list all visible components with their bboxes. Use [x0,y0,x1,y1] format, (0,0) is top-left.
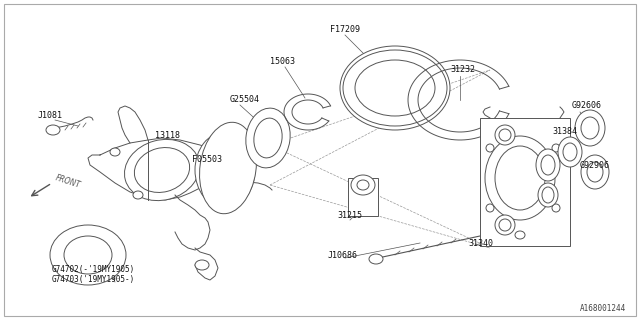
Ellipse shape [542,187,554,203]
Ellipse shape [486,204,494,212]
Ellipse shape [558,137,582,167]
Bar [348,178,378,216]
Text: G74703('19MY1905-): G74703('19MY1905-) [52,275,135,284]
Ellipse shape [485,136,555,220]
Ellipse shape [351,55,439,121]
Ellipse shape [486,144,494,152]
Text: J1081: J1081 [38,111,63,120]
Ellipse shape [515,231,525,239]
Ellipse shape [46,125,60,135]
Text: 31384: 31384 [552,127,577,136]
Text: G92606: G92606 [572,101,602,110]
Ellipse shape [495,125,515,145]
Text: J10686: J10686 [328,251,358,260]
Ellipse shape [499,219,511,231]
Ellipse shape [581,155,609,189]
Ellipse shape [541,155,555,175]
Ellipse shape [587,162,603,182]
Ellipse shape [50,225,126,285]
Ellipse shape [499,129,511,141]
Text: 15063: 15063 [270,57,295,66]
Text: 31215: 31215 [337,211,362,220]
Ellipse shape [209,132,246,204]
Ellipse shape [357,180,369,190]
Ellipse shape [536,149,560,181]
Text: G92906: G92906 [580,161,610,170]
Text: 13118: 13118 [155,131,180,140]
Ellipse shape [205,144,245,196]
Ellipse shape [246,108,290,168]
Ellipse shape [195,132,255,208]
Text: 31232: 31232 [450,65,475,74]
Ellipse shape [575,110,605,146]
Ellipse shape [552,204,560,212]
Text: G25504: G25504 [230,95,260,104]
Ellipse shape [125,140,200,201]
Ellipse shape [343,50,447,126]
Ellipse shape [581,117,599,139]
Ellipse shape [134,148,189,192]
Text: A168001244: A168001244 [580,304,627,313]
Ellipse shape [552,144,560,152]
Ellipse shape [200,122,257,214]
Text: F17209: F17209 [330,25,360,34]
Ellipse shape [563,143,577,161]
Ellipse shape [195,260,209,270]
Text: F05503: F05503 [192,155,222,164]
Ellipse shape [340,46,450,130]
Ellipse shape [110,148,120,156]
Ellipse shape [355,60,435,116]
Bar [480,118,570,246]
Ellipse shape [133,191,143,199]
Ellipse shape [254,118,282,158]
Text: FRONT: FRONT [54,173,81,190]
Ellipse shape [495,215,515,235]
Text: G74702(-'19MY1905): G74702(-'19MY1905) [52,265,135,274]
Ellipse shape [369,254,383,264]
Ellipse shape [538,183,558,207]
Ellipse shape [64,236,112,274]
Ellipse shape [205,151,215,159]
Text: 31340: 31340 [468,239,493,248]
Ellipse shape [351,175,375,195]
Ellipse shape [495,146,545,210]
